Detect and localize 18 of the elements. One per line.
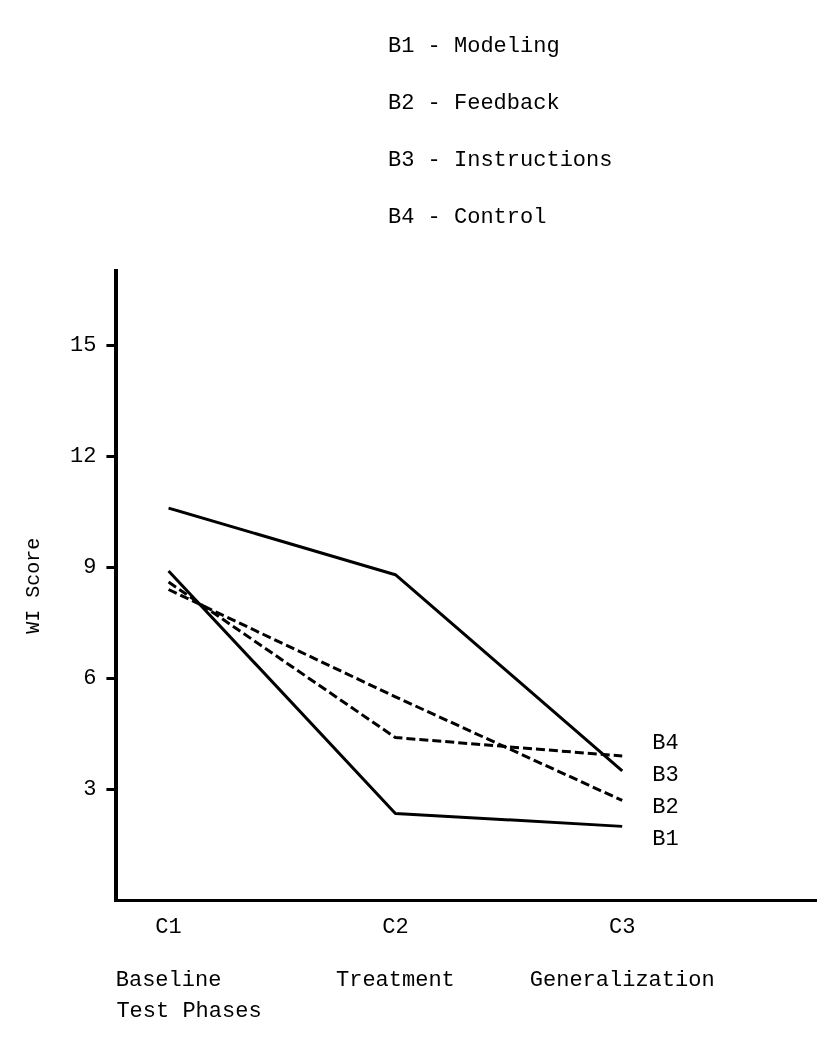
- series-label: B3: [652, 763, 679, 789]
- y-axis-title: WI Score: [22, 537, 46, 634]
- y-tick-label: 12: [70, 444, 97, 470]
- category-label: C1 Baseline: [115, 915, 222, 994]
- y-tick-label: 3: [83, 777, 97, 803]
- series-label: B1: [652, 827, 679, 853]
- y-tick-label: 9: [83, 555, 97, 581]
- y-tick-label: 6: [83, 666, 97, 692]
- y-tick-label: 15: [70, 333, 97, 359]
- series-label: B4: [652, 731, 679, 757]
- category-label: C2 Treatment: [335, 915, 455, 994]
- text: B1 - Modeling: [388, 33, 561, 61]
- text: B4 - Control: [388, 204, 548, 232]
- text: B2 - Feedback: [388, 90, 561, 118]
- series-label: B2: [652, 795, 679, 821]
- category-label: C3 Generalization: [529, 915, 715, 994]
- x-axis-title: Test Phases: [116, 998, 262, 1024]
- text: B3 - Instructions: [388, 147, 614, 175]
